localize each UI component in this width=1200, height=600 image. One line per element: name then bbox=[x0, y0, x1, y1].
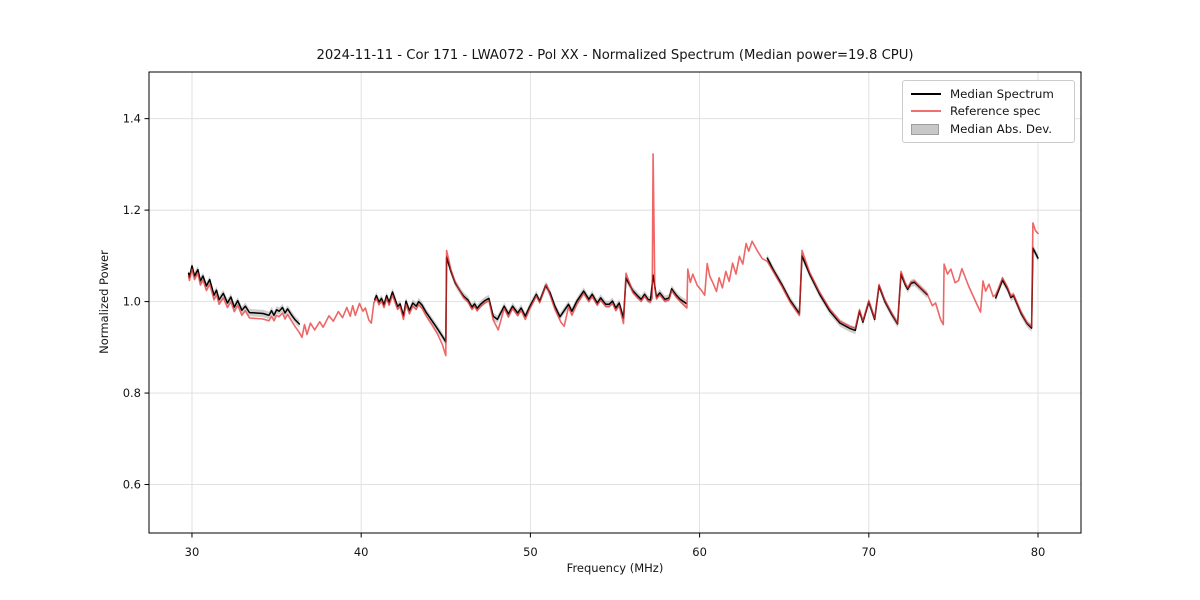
legend-item-median-spectrum: Median Spectrum bbox=[911, 85, 1066, 102]
median-spectrum-line bbox=[187, 265, 301, 325]
y-tick-label: 0.6 bbox=[123, 478, 141, 492]
mad-band bbox=[188, 244, 1038, 346]
y-tick-label: 1.2 bbox=[123, 203, 141, 217]
y-tick-label: 0.8 bbox=[123, 386, 141, 400]
reference-spec-line bbox=[187, 153, 1039, 357]
mad-patch-swatch bbox=[911, 123, 939, 135]
median-spectrum-line bbox=[373, 256, 687, 343]
x-tick-label: 30 bbox=[185, 545, 200, 559]
legend: Median Spectrum Reference spec Median Ab… bbox=[902, 80, 1075, 143]
x-tick-label: 40 bbox=[354, 545, 369, 559]
legend-label: Reference spec bbox=[950, 104, 1041, 119]
median-spectrum-line-swatch bbox=[911, 92, 941, 95]
legend-label: Median Spectrum bbox=[950, 86, 1054, 101]
y-tick-label: 1.4 bbox=[123, 112, 141, 126]
mad-band-region bbox=[767, 252, 928, 335]
median-spectrum-line bbox=[766, 255, 928, 332]
legend-item-median-abs-dev: Median Abs. Dev. bbox=[911, 121, 1066, 138]
y-tick-label: 1.0 bbox=[123, 295, 141, 309]
y-axis-label: Normalized Power bbox=[97, 250, 111, 354]
legend-label: Median Abs. Dev. bbox=[950, 122, 1053, 137]
x-tick-label: 70 bbox=[861, 545, 876, 559]
figure-title: 2024-11-11 - Cor 171 - LWA072 - Pol XX -… bbox=[316, 48, 913, 63]
axis-ticks: 30 40 50 60 70 80 0.6 0.8 1.0 1.2 1.4 bbox=[123, 112, 1046, 559]
reference-spec-line-swatch bbox=[911, 110, 941, 113]
mad-band-region bbox=[995, 244, 1038, 332]
series-lines bbox=[187, 153, 1039, 357]
x-tick-label: 60 bbox=[692, 545, 707, 559]
x-tick-label: 80 bbox=[1031, 545, 1046, 559]
axes-frame bbox=[148, 71, 1082, 534]
legend-item-reference-spec: Reference spec bbox=[911, 103, 1066, 120]
x-axis-label: Frequency (MHz) bbox=[567, 561, 664, 575]
mad-band-region bbox=[188, 262, 300, 328]
x-tick-label: 50 bbox=[523, 545, 538, 559]
